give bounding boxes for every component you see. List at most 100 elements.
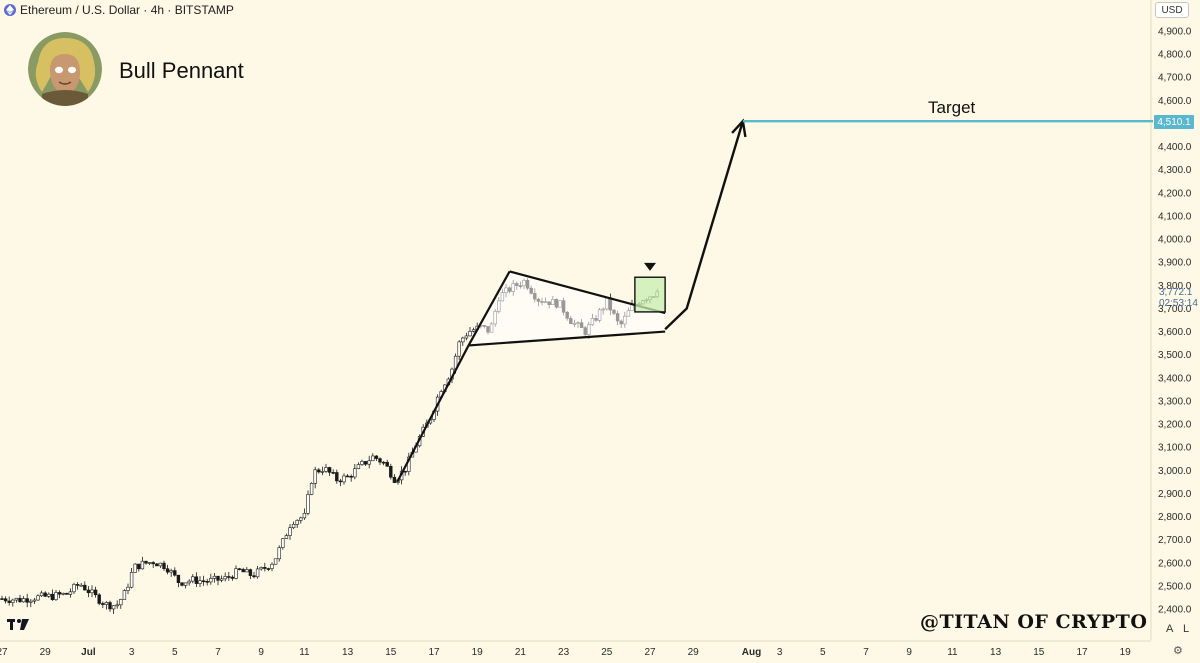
time-tick-label: 13 xyxy=(342,647,354,658)
candle-body xyxy=(367,460,371,465)
bar-countdown: 02:53:14 xyxy=(1159,298,1198,309)
trend-line xyxy=(396,344,470,483)
target-price-tag: 4,510.1 xyxy=(1154,115,1194,129)
price-tick-label: 3,600.0 xyxy=(1158,327,1192,338)
candle-body xyxy=(389,466,393,478)
candle-body xyxy=(338,480,343,483)
time-tick-label: 11 xyxy=(299,647,310,658)
time-axis[interactable]: 27 29 Jul 3 5 7 9 11 13 15 17 19 21 23 25 27 29 Aug 3 5 7 9 11… xyxy=(0,640,1151,658)
current-price-value: 3,772.1 xyxy=(1159,287,1193,298)
candle-body xyxy=(252,575,256,578)
candle-body xyxy=(270,563,274,569)
time-tick-label: 23 xyxy=(558,647,570,658)
candle-body xyxy=(0,598,4,600)
candle-body xyxy=(122,590,127,600)
auto-scale-button[interactable]: A xyxy=(1166,623,1174,635)
price-tick-label: 2,800.0 xyxy=(1158,512,1192,523)
time-tick-label: 17 xyxy=(428,647,440,658)
time-tick-label: 3 xyxy=(777,647,783,658)
price-tick-label: 3,100.0 xyxy=(1158,443,1192,454)
time-tick-label: 21 xyxy=(515,647,527,658)
candle-body xyxy=(3,598,8,602)
candle-body xyxy=(291,523,296,529)
time-tick-label: 27 xyxy=(0,647,8,658)
ethereum-logo-icon xyxy=(4,4,16,16)
candle-body xyxy=(219,578,224,581)
candle-body xyxy=(90,589,94,594)
candle-body xyxy=(162,562,166,570)
candle-body xyxy=(180,582,184,586)
candle-body xyxy=(248,569,253,576)
time-tick-label: 29 xyxy=(40,647,52,658)
candle-body xyxy=(61,592,65,595)
candle-body xyxy=(68,591,73,595)
candle-body xyxy=(187,580,191,584)
watermark: @TITAN OF CRYPTO xyxy=(920,611,1148,633)
price-tick-label: 3,500.0 xyxy=(1158,350,1192,361)
candle-body xyxy=(345,475,350,478)
candle-body xyxy=(284,535,289,539)
candle-body xyxy=(205,581,209,583)
candle-body xyxy=(147,562,152,564)
candle-body xyxy=(385,462,389,467)
tradingview-logo-icon[interactable] xyxy=(7,618,29,636)
candle-body xyxy=(378,458,382,463)
avatar xyxy=(28,32,102,106)
candle-body xyxy=(176,574,181,583)
candle-body xyxy=(201,580,206,583)
candle-body xyxy=(317,469,321,473)
candle-body xyxy=(173,570,177,576)
candle-body xyxy=(7,600,11,603)
time-tick-label: 27 xyxy=(644,647,656,658)
candle-body xyxy=(353,468,357,478)
candle-body xyxy=(79,584,83,587)
candle-body xyxy=(183,582,188,586)
symbol-header[interactable]: Ethereum / U.S. Dollar · 4h · BITSTAMP xyxy=(4,2,234,18)
price-tick-label: 2,500.0 xyxy=(1158,581,1192,592)
candle-body xyxy=(392,476,397,483)
pattern-annotations xyxy=(396,118,1153,483)
log-scale-button[interactable]: L xyxy=(1183,623,1190,635)
candle-body xyxy=(259,567,263,570)
candle-body xyxy=(126,586,130,591)
candle-body xyxy=(111,605,116,610)
candle-body xyxy=(230,576,235,579)
candle-body xyxy=(93,589,98,596)
price-tick-label: 4,900.0 xyxy=(1158,27,1192,38)
candle-body xyxy=(277,547,281,560)
time-tick-label: 7 xyxy=(863,647,869,658)
candle-body xyxy=(57,592,62,595)
price-tick-label: 4,300.0 xyxy=(1158,165,1192,176)
candle-body xyxy=(133,563,137,573)
candle-body xyxy=(313,469,317,484)
currency-selector[interactable]: USD xyxy=(1155,2,1189,18)
candle-body xyxy=(327,467,332,473)
pattern-title: Bull Pennant xyxy=(119,58,244,83)
time-tick-label: Aug xyxy=(742,647,761,658)
candle-body xyxy=(32,599,37,602)
symbol-title: Ethereum / U.S. Dollar · 4h · BITSTAMP xyxy=(20,3,234,17)
price-axis[interactable]: 4,900.04,800.04,700.04,600.04,500.04,400… xyxy=(1150,0,1192,640)
price-tick-label: 4,700.0 xyxy=(1158,73,1192,84)
price-tick-label: 3,300.0 xyxy=(1158,396,1192,407)
time-tick-label: 9 xyxy=(258,647,264,658)
candle-body xyxy=(18,597,22,603)
price-tick-label: 4,200.0 xyxy=(1158,188,1192,199)
candle-body xyxy=(75,584,80,586)
candle-body xyxy=(237,568,242,570)
candle-body xyxy=(457,341,461,357)
gear-icon[interactable]: ⚙ xyxy=(1173,645,1183,657)
candle-body xyxy=(342,475,346,483)
candle-body xyxy=(97,594,101,604)
candle-body xyxy=(83,584,87,591)
candle-body xyxy=(47,593,51,597)
candle-body xyxy=(155,563,159,567)
candle-body xyxy=(36,595,40,601)
candle-body xyxy=(371,455,375,462)
candle-body xyxy=(151,562,155,565)
candle-body xyxy=(349,475,353,478)
candle-body xyxy=(227,576,231,578)
time-tick-label: 15 xyxy=(1033,647,1045,658)
